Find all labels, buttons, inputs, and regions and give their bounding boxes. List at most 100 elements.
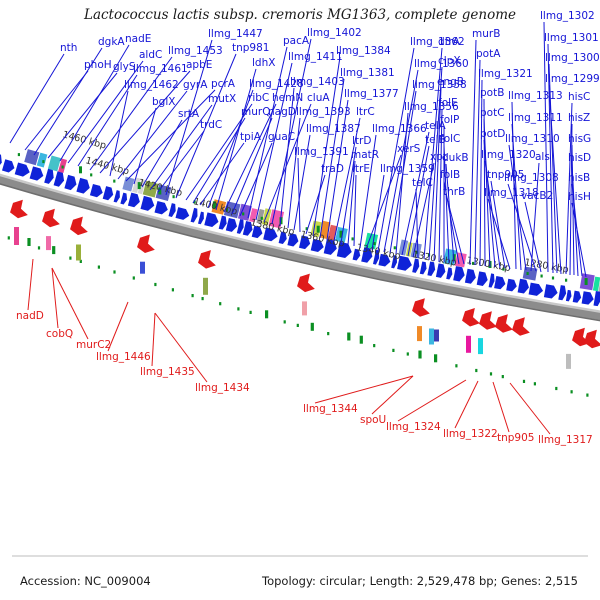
gene-label: hisZ [568, 112, 590, 124]
gene-label: phoH [84, 59, 112, 71]
gene-label: folB [440, 169, 460, 181]
gene-leader-line [443, 144, 450, 264]
gene-leader-line [185, 103, 253, 201]
gene-leader-line [99, 70, 191, 174]
gene-label: hisG [568, 133, 591, 145]
gene-label: llmg_1366 [372, 123, 427, 135]
gene-leader-line [383, 69, 419, 253]
gene-label: mutX [208, 93, 236, 105]
gene-leader-line [33, 47, 103, 156]
gene-label: llmg_1391 [294, 146, 349, 158]
gene-leader-line [377, 47, 415, 252]
gene-label: gyrA [183, 79, 208, 91]
gene-label: potD [480, 128, 505, 140]
gene-label: llmg_1402 [307, 27, 362, 39]
feature-label: llmg_1435 [140, 366, 195, 378]
feature-leader-line [154, 312, 208, 383]
gene-label: llmg_1377 [344, 88, 399, 100]
gene-label: llmg_1358 [412, 79, 467, 91]
gene-leader-line [433, 87, 442, 262]
gene-leader-line [247, 46, 288, 219]
gene-leader-line [565, 102, 573, 275]
gene-leader-line [319, 78, 345, 239]
gene-leader-line [483, 118, 491, 268]
gene-label: llmg_1356 [404, 101, 459, 113]
gene-leader-line [423, 47, 443, 260]
gene-leader-line [365, 154, 402, 250]
gene-leader-line [215, 68, 257, 211]
gene-leader-line [508, 144, 527, 271]
gene-label: llmg_1302 [540, 10, 595, 22]
gene-label: guaC [268, 131, 295, 143]
gene-label: engB [437, 76, 464, 88]
gene-leader-line [543, 21, 549, 273]
gene-label: cluA [307, 92, 330, 104]
feature-label: llmg_1322 [443, 428, 498, 440]
gene-label: llmg_1387 [306, 123, 361, 135]
gene-label: tnp981 [232, 42, 269, 54]
gene-leader-line [490, 180, 506, 269]
gene-label: llmg_1313 [508, 90, 563, 102]
gene-label: potA [476, 48, 501, 60]
gene-leader-line [141, 119, 183, 188]
gene-label: hisH [568, 191, 591, 203]
genome-stats-text: Topology: circular; Length: 2,529,478 bp… [261, 574, 578, 588]
gene-label: vacB2 [521, 190, 553, 202]
feature-leader-line [27, 258, 34, 311]
gene-label: llmg_1411 [288, 51, 343, 63]
gene-leader-line [507, 183, 537, 272]
gene-label: traD [321, 163, 344, 175]
genome-backbone [0, 173, 600, 322]
gene-label: nadE [125, 33, 151, 45]
gene-label: clpX [438, 55, 461, 67]
gene-label: thrB [443, 186, 465, 198]
gene-label: llmg_1300 [545, 52, 600, 64]
feature-label: llmg_1434 [195, 382, 250, 394]
gene-leader-line [401, 131, 430, 256]
gene-leader-line [255, 62, 293, 221]
gene-label: pcrA [211, 78, 236, 90]
feature-label: murC2 [76, 339, 111, 351]
gene-label: potC [480, 107, 505, 119]
reverse-gene-track [10, 199, 600, 349]
gene-label: llmg_1384 [336, 45, 391, 57]
gene-label: nth [60, 42, 77, 54]
gene-leader-line [438, 108, 443, 263]
gene-label: hemN [272, 92, 303, 104]
gene-leader-line [371, 174, 385, 251]
gene-leader-line [133, 107, 157, 185]
feature-leader-line [454, 380, 479, 429]
rna-feature-track [7, 153, 589, 397]
gene-label: llmg_1308 [504, 172, 559, 184]
gene-label: llmg_1453 [168, 45, 223, 57]
feature-label: llmg_1446 [96, 351, 151, 363]
feature-leader-line [509, 382, 551, 435]
gene-label: trdC [200, 119, 222, 131]
gene-label: bglX [152, 96, 175, 108]
gene-leader-line [333, 117, 361, 242]
gene-label: telA [425, 120, 446, 132]
gene-label: aldC [139, 49, 162, 61]
gene-label: telC [412, 177, 433, 189]
gene-leader-line [157, 130, 205, 193]
gene-leader-line [192, 117, 246, 204]
gene-leader-line [165, 39, 213, 196]
feature-leader-line [492, 381, 510, 433]
gene-label: llmg_1311 [508, 112, 563, 124]
gene-label: murB [472, 28, 500, 40]
gene-leader-line [340, 146, 357, 244]
gene-label: murQ [241, 106, 270, 118]
gene-label: apbE [186, 59, 212, 71]
feature-leader-line [51, 267, 89, 340]
gene-leader-line [359, 134, 377, 249]
forward-gene-track [0, 153, 600, 307]
gene-label: als [535, 151, 550, 163]
gene-label: folP [440, 114, 459, 126]
feature-leader-line [397, 379, 467, 422]
feature-leader-line [151, 312, 156, 367]
feature-leader-line [371, 375, 414, 415]
gene-label: llmg_1360 [414, 58, 469, 70]
gene-leader-line [469, 39, 477, 266]
gene-label: xpt [430, 151, 447, 163]
gene-leader-line [547, 43, 554, 274]
